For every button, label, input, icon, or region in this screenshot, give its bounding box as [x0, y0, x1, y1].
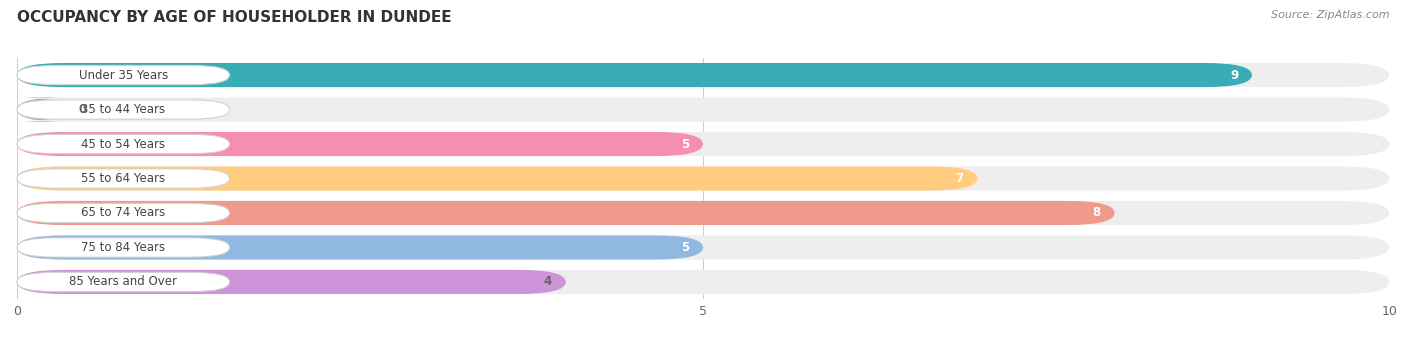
- Text: 85 Years and Over: 85 Years and Over: [69, 275, 177, 288]
- Text: OCCUPANCY BY AGE OF HOUSEHOLDER IN DUNDEE: OCCUPANCY BY AGE OF HOUSEHOLDER IN DUNDE…: [17, 10, 451, 25]
- FancyBboxPatch shape: [17, 63, 1251, 87]
- FancyBboxPatch shape: [17, 98, 1389, 122]
- FancyBboxPatch shape: [17, 203, 229, 223]
- FancyBboxPatch shape: [17, 100, 229, 119]
- Text: 0: 0: [79, 103, 87, 116]
- FancyBboxPatch shape: [17, 270, 1389, 294]
- FancyBboxPatch shape: [17, 201, 1389, 225]
- FancyBboxPatch shape: [17, 98, 65, 122]
- Text: 45 to 54 Years: 45 to 54 Years: [82, 137, 166, 151]
- Text: 8: 8: [1092, 206, 1101, 220]
- FancyBboxPatch shape: [17, 235, 1389, 259]
- FancyBboxPatch shape: [17, 132, 1389, 156]
- FancyBboxPatch shape: [17, 132, 703, 156]
- Text: 7: 7: [956, 172, 963, 185]
- FancyBboxPatch shape: [17, 235, 703, 259]
- FancyBboxPatch shape: [17, 270, 565, 294]
- Text: 55 to 64 Years: 55 to 64 Years: [82, 172, 166, 185]
- FancyBboxPatch shape: [17, 65, 229, 85]
- FancyBboxPatch shape: [17, 238, 229, 257]
- FancyBboxPatch shape: [17, 169, 229, 188]
- Text: 5: 5: [681, 241, 689, 254]
- Text: 65 to 74 Years: 65 to 74 Years: [82, 206, 166, 220]
- FancyBboxPatch shape: [17, 272, 229, 292]
- FancyBboxPatch shape: [17, 167, 977, 190]
- FancyBboxPatch shape: [17, 201, 1115, 225]
- FancyBboxPatch shape: [17, 167, 1389, 190]
- Text: Source: ZipAtlas.com: Source: ZipAtlas.com: [1271, 10, 1389, 20]
- Text: 75 to 84 Years: 75 to 84 Years: [82, 241, 166, 254]
- Text: 9: 9: [1230, 69, 1239, 82]
- Text: 5: 5: [681, 137, 689, 151]
- Text: Under 35 Years: Under 35 Years: [79, 69, 167, 82]
- FancyBboxPatch shape: [17, 63, 1389, 87]
- FancyBboxPatch shape: [17, 134, 229, 154]
- Text: 4: 4: [544, 275, 553, 288]
- Text: 35 to 44 Years: 35 to 44 Years: [82, 103, 166, 116]
